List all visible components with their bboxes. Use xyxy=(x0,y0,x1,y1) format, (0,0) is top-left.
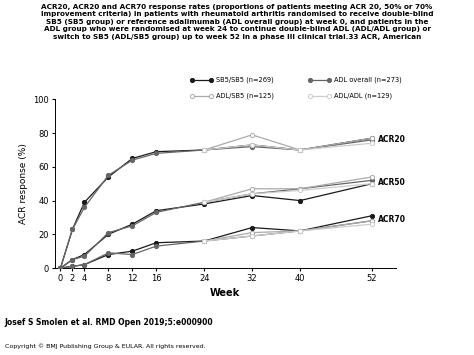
Text: Copyright © BMJ Publishing Group & EULAR. All rights reserved.: Copyright © BMJ Publishing Group & EULAR… xyxy=(5,344,205,349)
Text: Josef S Smolen et al. RMD Open 2019;5:e000900: Josef S Smolen et al. RMD Open 2019;5:e0… xyxy=(5,318,213,327)
Text: SB5/SB5 (n=269): SB5/SB5 (n=269) xyxy=(216,77,273,83)
X-axis label: Week: Week xyxy=(210,288,240,298)
Text: ADL/ADL (n=129): ADL/ADL (n=129) xyxy=(334,92,392,99)
Text: ADL overall (n=273): ADL overall (n=273) xyxy=(334,77,402,83)
Text: ACR50: ACR50 xyxy=(378,178,406,186)
Text: ACR20: ACR20 xyxy=(378,135,406,143)
Y-axis label: ACR response (%): ACR response (%) xyxy=(18,143,27,224)
Text: ACR20, ACR20 and ACR70 response rates (proportions of patients meeting ACR 20, 5: ACR20, ACR20 and ACR70 response rates (p… xyxy=(41,4,433,39)
Text: ACR70: ACR70 xyxy=(378,215,406,224)
Text: ADL/SB5 (n=125): ADL/SB5 (n=125) xyxy=(216,92,273,99)
Text: RMD
Open: RMD Open xyxy=(419,320,450,342)
